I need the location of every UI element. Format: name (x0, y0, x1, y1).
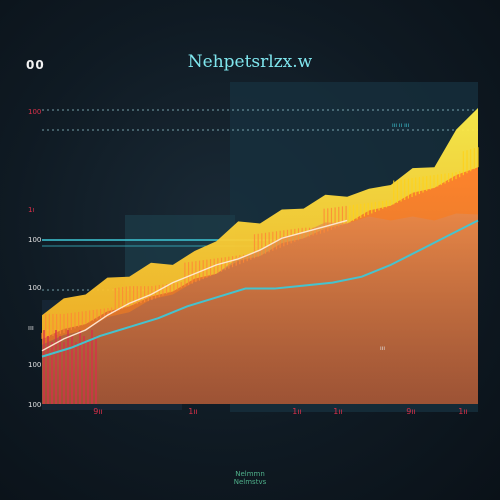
x-tick-label: 1ıı (292, 407, 302, 416)
series-area (42, 213, 478, 404)
series-areas (42, 108, 478, 404)
y-tick-label: 100 (28, 236, 41, 244)
annotation-label: ııı (380, 345, 385, 352)
y-tick-label: 1ı (28, 206, 34, 214)
x-tick-label: 9ıı (406, 407, 416, 416)
footer-line: Nelmmn (235, 470, 265, 478)
x-tick-label: 1ıı (458, 407, 468, 416)
y-tick-label: 100 (28, 108, 41, 116)
series-line (41, 219, 479, 358)
corner-label: 00 (26, 58, 45, 72)
chart-title: Nehpetsrlzx.w (187, 52, 313, 72)
series-lines (41, 219, 479, 358)
y-tick-label: ııı (28, 324, 34, 332)
annotations: ııı ıı ııı ııı (380, 122, 409, 352)
footer-line: Nelmstvs (233, 478, 267, 486)
tick-labels: 9ıı 1ıı 1ıı 1ıı 9ıı 1ıı 100 1ı 100 100 ııı 100 100 (28, 108, 468, 416)
y-tick-label: 100 (28, 361, 41, 369)
footer-text: Nelmmn Nelmstvs (0, 470, 500, 486)
x-tick-label: 1ıı (333, 407, 343, 416)
series-line (41, 219, 348, 352)
x-tick-label: 9ıı (93, 407, 103, 416)
y-tick-label: 100 (28, 401, 41, 409)
x-tick-label: 1ıı (188, 407, 198, 416)
annotation-label: ııı ıı ııı (392, 122, 409, 129)
y-tick-label: 100 (28, 284, 41, 292)
